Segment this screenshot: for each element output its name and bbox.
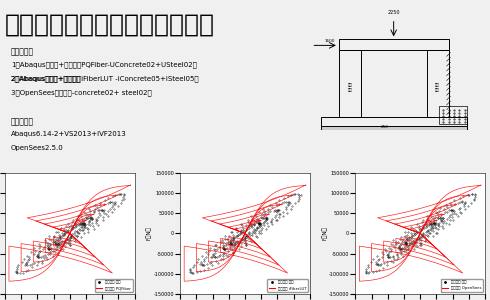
Text: 1、Abaqus梁单元+子程序（PQFiber-UConcrete02+USteel02）: 1、Abaqus梁单元+子程序（PQFiber-UConcrete02+USte… <box>11 62 196 68</box>
Text: 2、Abaqus梁单元+子程序（iFiberLUT -iConcrete05+iSteel05）: 2、Abaqus梁单元+子程序（iFiberLUT -iConcrete05+i… <box>11 76 198 82</box>
Text: 2、Abaqus梁单元+子程序（: 2、Abaqus梁单元+子程序（ <box>11 76 81 82</box>
Text: 2250: 2250 <box>388 10 400 15</box>
Text: 矩形
截面: 矩形 截面 <box>347 83 352 92</box>
Text: 2、Abaqus梁单元+子程序（iFiberLUT -iConcrete05+iSteel05）: 2、Abaqus梁单元+子程序（iFiberLUT -iConcrete05+i… <box>11 76 198 82</box>
Legend: 模型输入 试验, 仿真系统 PQFiber: 模型输入 试验, 仿真系统 PQFiber <box>95 279 133 292</box>
Bar <box>440 106 467 124</box>
Y-axis label: F（N）: F（N） <box>321 226 327 240</box>
Bar <box>427 50 448 117</box>
Text: Abaqus6.14-2+VS2013+IVF2013: Abaqus6.14-2+VS2013+IVF2013 <box>11 131 126 137</box>
Legend: 模型输入 试验, 仿真系统 iFiberLUT: 模型输入 试验, 仿真系统 iFiberLUT <box>267 279 308 292</box>
Text: 3、OpenSees（刚度法-concrete02+ steel02）: 3、OpenSees（刚度法-concrete02+ steel02） <box>11 90 151 96</box>
Bar <box>339 50 361 117</box>
Text: 软件版本：: 软件版本： <box>11 118 34 127</box>
Text: 250: 250 <box>381 125 389 129</box>
Legend: 模型输入 试验, 仿真系统 OpenSees: 模型输入 试验, 仿真系统 OpenSees <box>441 279 483 292</box>
Y-axis label: F（N）: F（N） <box>147 226 152 240</box>
Text: 矩形
截面: 矩形 截面 <box>435 83 440 92</box>
Text: 建模方法：: 建模方法： <box>11 48 34 57</box>
Text: 1600: 1600 <box>324 39 335 43</box>
Bar <box>320 117 467 127</box>
Text: OpenSees2.5.0: OpenSees2.5.0 <box>11 146 64 152</box>
Text: 一层一跨混凝土框架拟静力模拟: 一层一跨混凝土框架拟静力模拟 <box>5 13 215 37</box>
Bar <box>320 126 467 130</box>
Bar <box>339 39 448 50</box>
